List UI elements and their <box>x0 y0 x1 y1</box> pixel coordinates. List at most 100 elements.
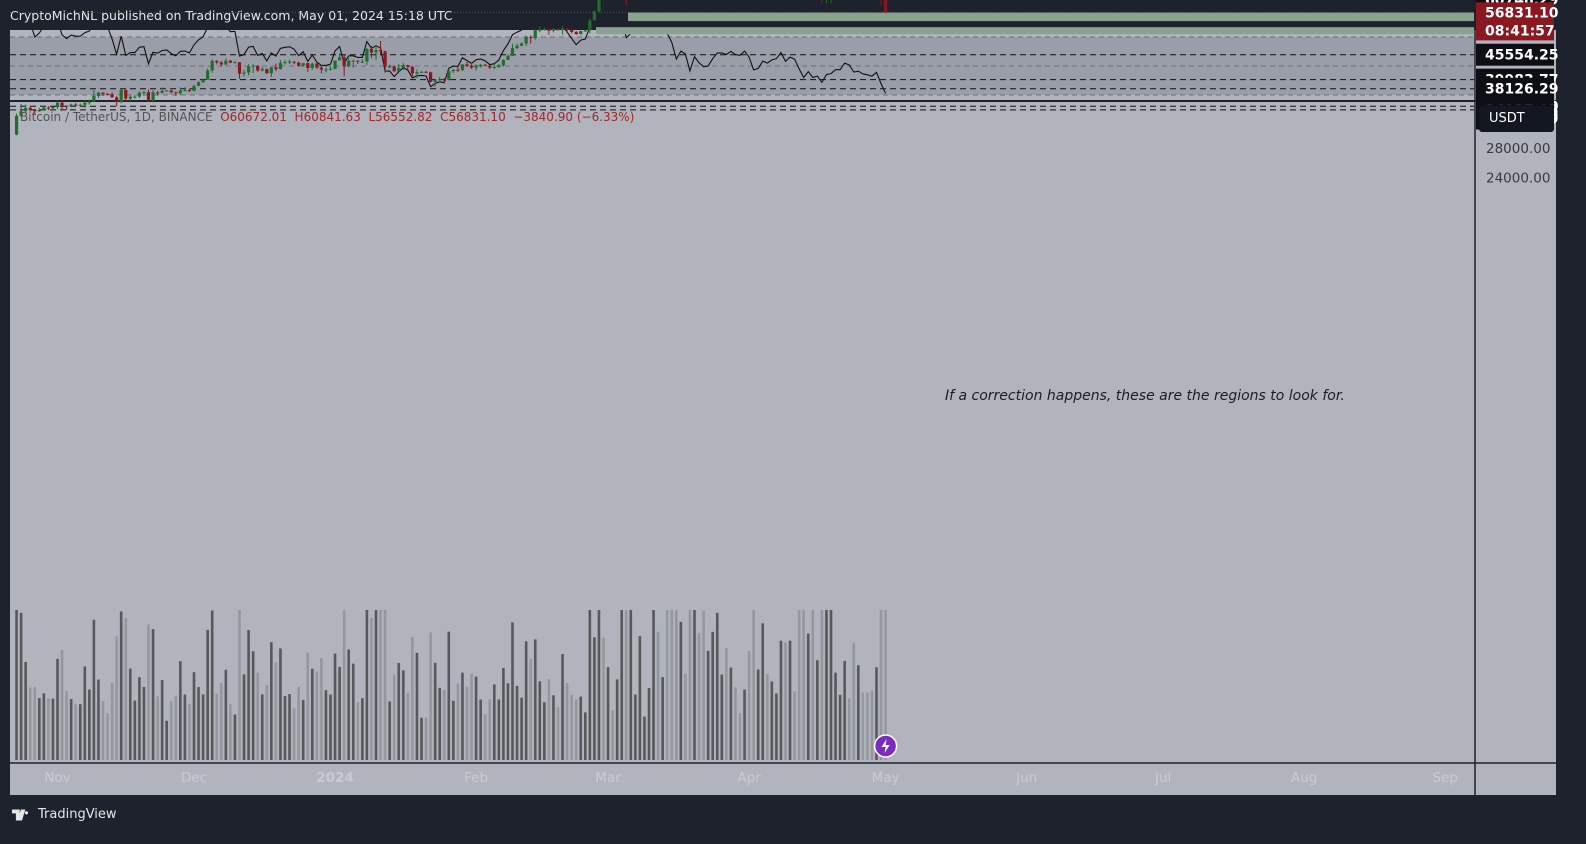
candle-body <box>287 61 292 63</box>
symbol-name[interactable]: Bitcoin / TetherUS, 1D, BINANCE <box>20 110 213 124</box>
candle-body <box>401 65 405 68</box>
volume-bar <box>770 681 774 760</box>
volume-bar <box>74 704 77 760</box>
candle-body <box>115 97 119 103</box>
volume-bar <box>565 682 569 760</box>
candle-body <box>328 68 333 70</box>
tradingview-brand[interactable]: TradingView <box>12 807 117 822</box>
candle-body <box>260 69 264 71</box>
volume-bar <box>270 642 273 760</box>
candle-body <box>510 48 515 56</box>
time-tick-label: 2024 <box>316 770 354 786</box>
candle-body <box>469 65 474 68</box>
candle-body <box>501 60 505 66</box>
currency-button[interactable]: USDT <box>1479 106 1554 132</box>
volume-bar <box>329 694 332 760</box>
volume-bar <box>524 641 528 760</box>
candle-body <box>515 45 519 49</box>
volume-bar <box>647 688 651 760</box>
candle-body <box>433 80 437 82</box>
volume-bar <box>297 686 300 760</box>
volume-bar <box>502 667 505 760</box>
candle-body <box>565 28 569 30</box>
volume-bar <box>738 713 742 760</box>
candle-body <box>588 20 592 31</box>
volume-bar <box>797 610 801 760</box>
volume-bar <box>361 698 364 760</box>
volume-bar <box>210 610 214 760</box>
volume-bar <box>388 701 391 760</box>
volume-bar <box>251 651 255 760</box>
candle-body <box>96 92 101 97</box>
candle-body <box>87 101 91 103</box>
volume-bar <box>160 680 164 760</box>
candle-body <box>74 104 78 106</box>
volume-bar <box>479 699 482 760</box>
volume-bar <box>138 677 141 760</box>
candle-body <box>233 62 237 64</box>
candle-body <box>274 67 278 70</box>
candle-body <box>533 30 537 39</box>
volume-bar <box>365 610 369 760</box>
candle-body <box>292 61 296 63</box>
candle-body <box>24 107 28 112</box>
candle-body <box>365 48 369 62</box>
level-price-tag <box>1476 43 1554 66</box>
volume-bar <box>570 694 573 760</box>
volume-bar <box>556 707 560 760</box>
candle-body <box>324 69 328 71</box>
volume-bar <box>169 701 173 760</box>
level-price-label: 45554.25 <box>1485 48 1559 64</box>
volume-bar <box>47 698 50 760</box>
volume-bar <box>493 684 496 760</box>
candle-body <box>570 29 574 32</box>
volume-bar <box>533 639 537 760</box>
volume-bar <box>333 653 337 760</box>
candle-body <box>424 71 428 73</box>
candle-body <box>219 62 223 65</box>
volume-bar <box>725 648 728 760</box>
candle-body <box>351 60 355 62</box>
volume-bar <box>279 648 282 760</box>
last-price-label: 56831.10 <box>1485 5 1559 21</box>
volume-bar <box>756 669 760 760</box>
candle-body <box>429 72 433 82</box>
volume-bar <box>734 687 737 760</box>
candle-body <box>419 71 424 73</box>
volume-bar <box>506 683 510 760</box>
volume-bar <box>424 717 428 760</box>
candle-body <box>187 90 192 92</box>
volume-bar <box>429 632 432 760</box>
volume-bar <box>242 674 246 760</box>
candle-body <box>160 90 164 93</box>
symbol-legend: Bitcoin / TetherUS, 1D, BINANCE O60672.0… <box>20 110 634 124</box>
chart-frame[interactable] <box>10 30 1556 795</box>
volume-bar <box>652 610 655 760</box>
correction-annotation: If a correction happens, these are the r… <box>945 388 1345 404</box>
volume-bar <box>615 679 619 760</box>
candle-body <box>497 65 501 68</box>
volume-bar <box>870 690 874 760</box>
volume-bar <box>288 694 291 760</box>
volume-bar <box>829 610 833 760</box>
candle-body <box>55 102 60 108</box>
volume-bar <box>433 662 437 760</box>
candle-body <box>465 64 469 66</box>
volume-bar <box>688 610 692 760</box>
volume-bar <box>311 668 314 760</box>
volume-bar <box>24 661 27 760</box>
volume-bar <box>69 699 73 760</box>
volume-bar <box>474 676 478 760</box>
time-tick-label: May <box>872 770 900 786</box>
volume-bar <box>611 710 614 760</box>
volume-bar <box>188 703 191 760</box>
volume-bar <box>306 652 310 760</box>
candle-body <box>547 28 551 31</box>
volume-bar <box>488 699 492 760</box>
volume-bar <box>834 672 837 760</box>
candle-body <box>14 115 19 135</box>
support-zone-1 <box>628 12 1474 22</box>
volume-bar <box>92 619 96 760</box>
volume-bar <box>588 610 592 760</box>
